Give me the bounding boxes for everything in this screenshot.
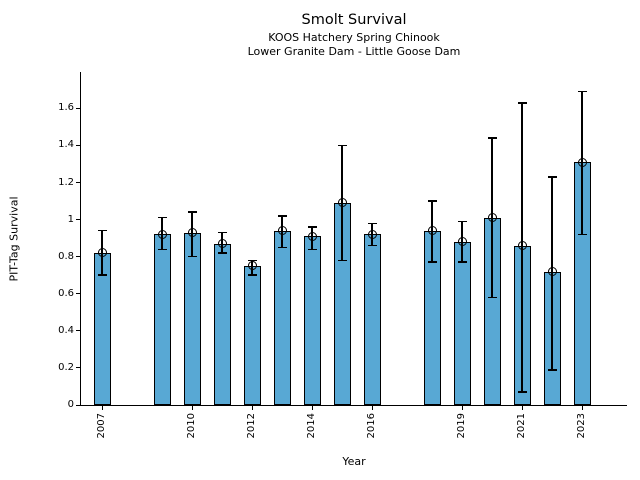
error-bar-cap-top [217,231,227,234]
error-bar-cap-top [487,137,497,139]
data-point-marker [277,226,287,236]
bar [303,236,321,405]
error-bar-cap-bottom [487,296,497,299]
error-bar-cap-bottom [187,255,197,258]
y-tick-label: 0 [67,399,74,410]
error-bar-cap-bottom [457,261,467,263]
x-tick [371,406,373,410]
data-point-marker [427,226,437,236]
y-tick-label: 0.8 [58,250,74,262]
error-bar-cap-top [577,90,587,93]
x-tick [581,406,583,410]
error-bar-cap-bottom [307,248,317,250]
x-tick [251,406,253,410]
bar [363,234,381,405]
error-bar-cap-top [517,102,527,104]
y-tick-label: 1.2 [58,176,74,188]
error-bar-cap-top [277,215,287,217]
error-bar-cap-top [97,229,107,232]
data-point-marker [577,157,587,167]
data-point-marker [217,239,227,249]
x-tick-label: 2016 [366,413,377,439]
bar [183,232,201,405]
error-bar-cap-top [547,176,557,178]
bar [453,241,471,405]
x-tick-label: 2021 [516,413,527,439]
error-bar-cap-top [457,220,467,223]
error-bar-cap-bottom [517,391,527,393]
x-axis-spine [80,405,627,406]
bar [243,265,261,405]
data-point-marker [157,229,167,239]
y-tick-label: 1.6 [58,102,74,114]
data-point-marker [337,198,347,208]
error-bar-cap-top [337,144,347,147]
x-tick-label: 2010 [186,413,197,439]
y-tick [76,367,80,369]
error-bar-cap-top [157,216,167,219]
y-tick-label: 0.2 [58,361,74,373]
x-tick-label: 2023 [576,413,587,439]
x-tick-label: 2007 [96,413,107,439]
data-point-marker [247,261,257,271]
y-tick-label: 0.6 [58,287,74,299]
y-tick-label: 1.4 [58,139,74,151]
error-bar-cap-top [307,226,317,228]
x-axis-label: Year [342,455,366,468]
error-bar-cap-bottom [577,233,587,236]
y-tick [76,404,80,406]
bar [273,230,291,405]
data-point-marker [517,241,527,251]
x-tick-label: 2014 [306,413,317,439]
y-axis-spine [80,72,81,406]
error-bar-cap-bottom [367,244,377,247]
y-tick [76,256,80,258]
y-tick [76,144,80,146]
error-bar-cap-bottom [277,246,287,249]
x-tick [311,406,313,410]
error-bar-cap-bottom [157,248,167,250]
x-tick [461,406,463,410]
x-tick [101,406,103,410]
data-point-marker [367,229,377,239]
error-bar-cap-top [187,211,197,213]
error-bar-cap-bottom [337,259,347,262]
x-tick [191,406,193,410]
bar [153,234,171,405]
data-point-marker [307,231,317,241]
error-bar-cap-bottom [247,274,257,276]
error-bar-cap-top [367,222,377,225]
data-point-marker [187,228,197,238]
error-bar-cap-bottom [97,274,107,276]
error-bar-cap-top [427,200,437,202]
data-point-marker [97,248,107,258]
chart-subtitle-1: KOOS Hatchery Spring Chinook [268,31,440,44]
y-tick-label: 0.4 [58,324,74,336]
data-point-marker [547,267,557,276]
x-tick-label: 2019 [456,413,467,439]
error-bar-cap-top [247,259,257,262]
y-tick-label: 1 [67,213,74,225]
y-tick [76,182,80,183]
y-tick [76,107,80,109]
y-tick [76,219,80,221]
x-tick-label: 2012 [246,413,257,439]
bar [213,243,231,405]
error-bar-cap-bottom [547,369,557,371]
chart-title: Smolt Survival [301,12,407,28]
y-tick [76,330,80,332]
error-bar-cap-bottom [217,252,227,254]
x-tick [521,406,523,410]
data-point-marker [457,237,467,247]
chart-subtitle-2: Lower Granite Dam - Little Goose Dam [247,45,461,58]
error-bar-cap-bottom [427,261,437,263]
y-tick [76,293,80,295]
y-axis-label: PIT-Tag Survival [7,196,21,282]
data-point-marker [487,213,497,223]
